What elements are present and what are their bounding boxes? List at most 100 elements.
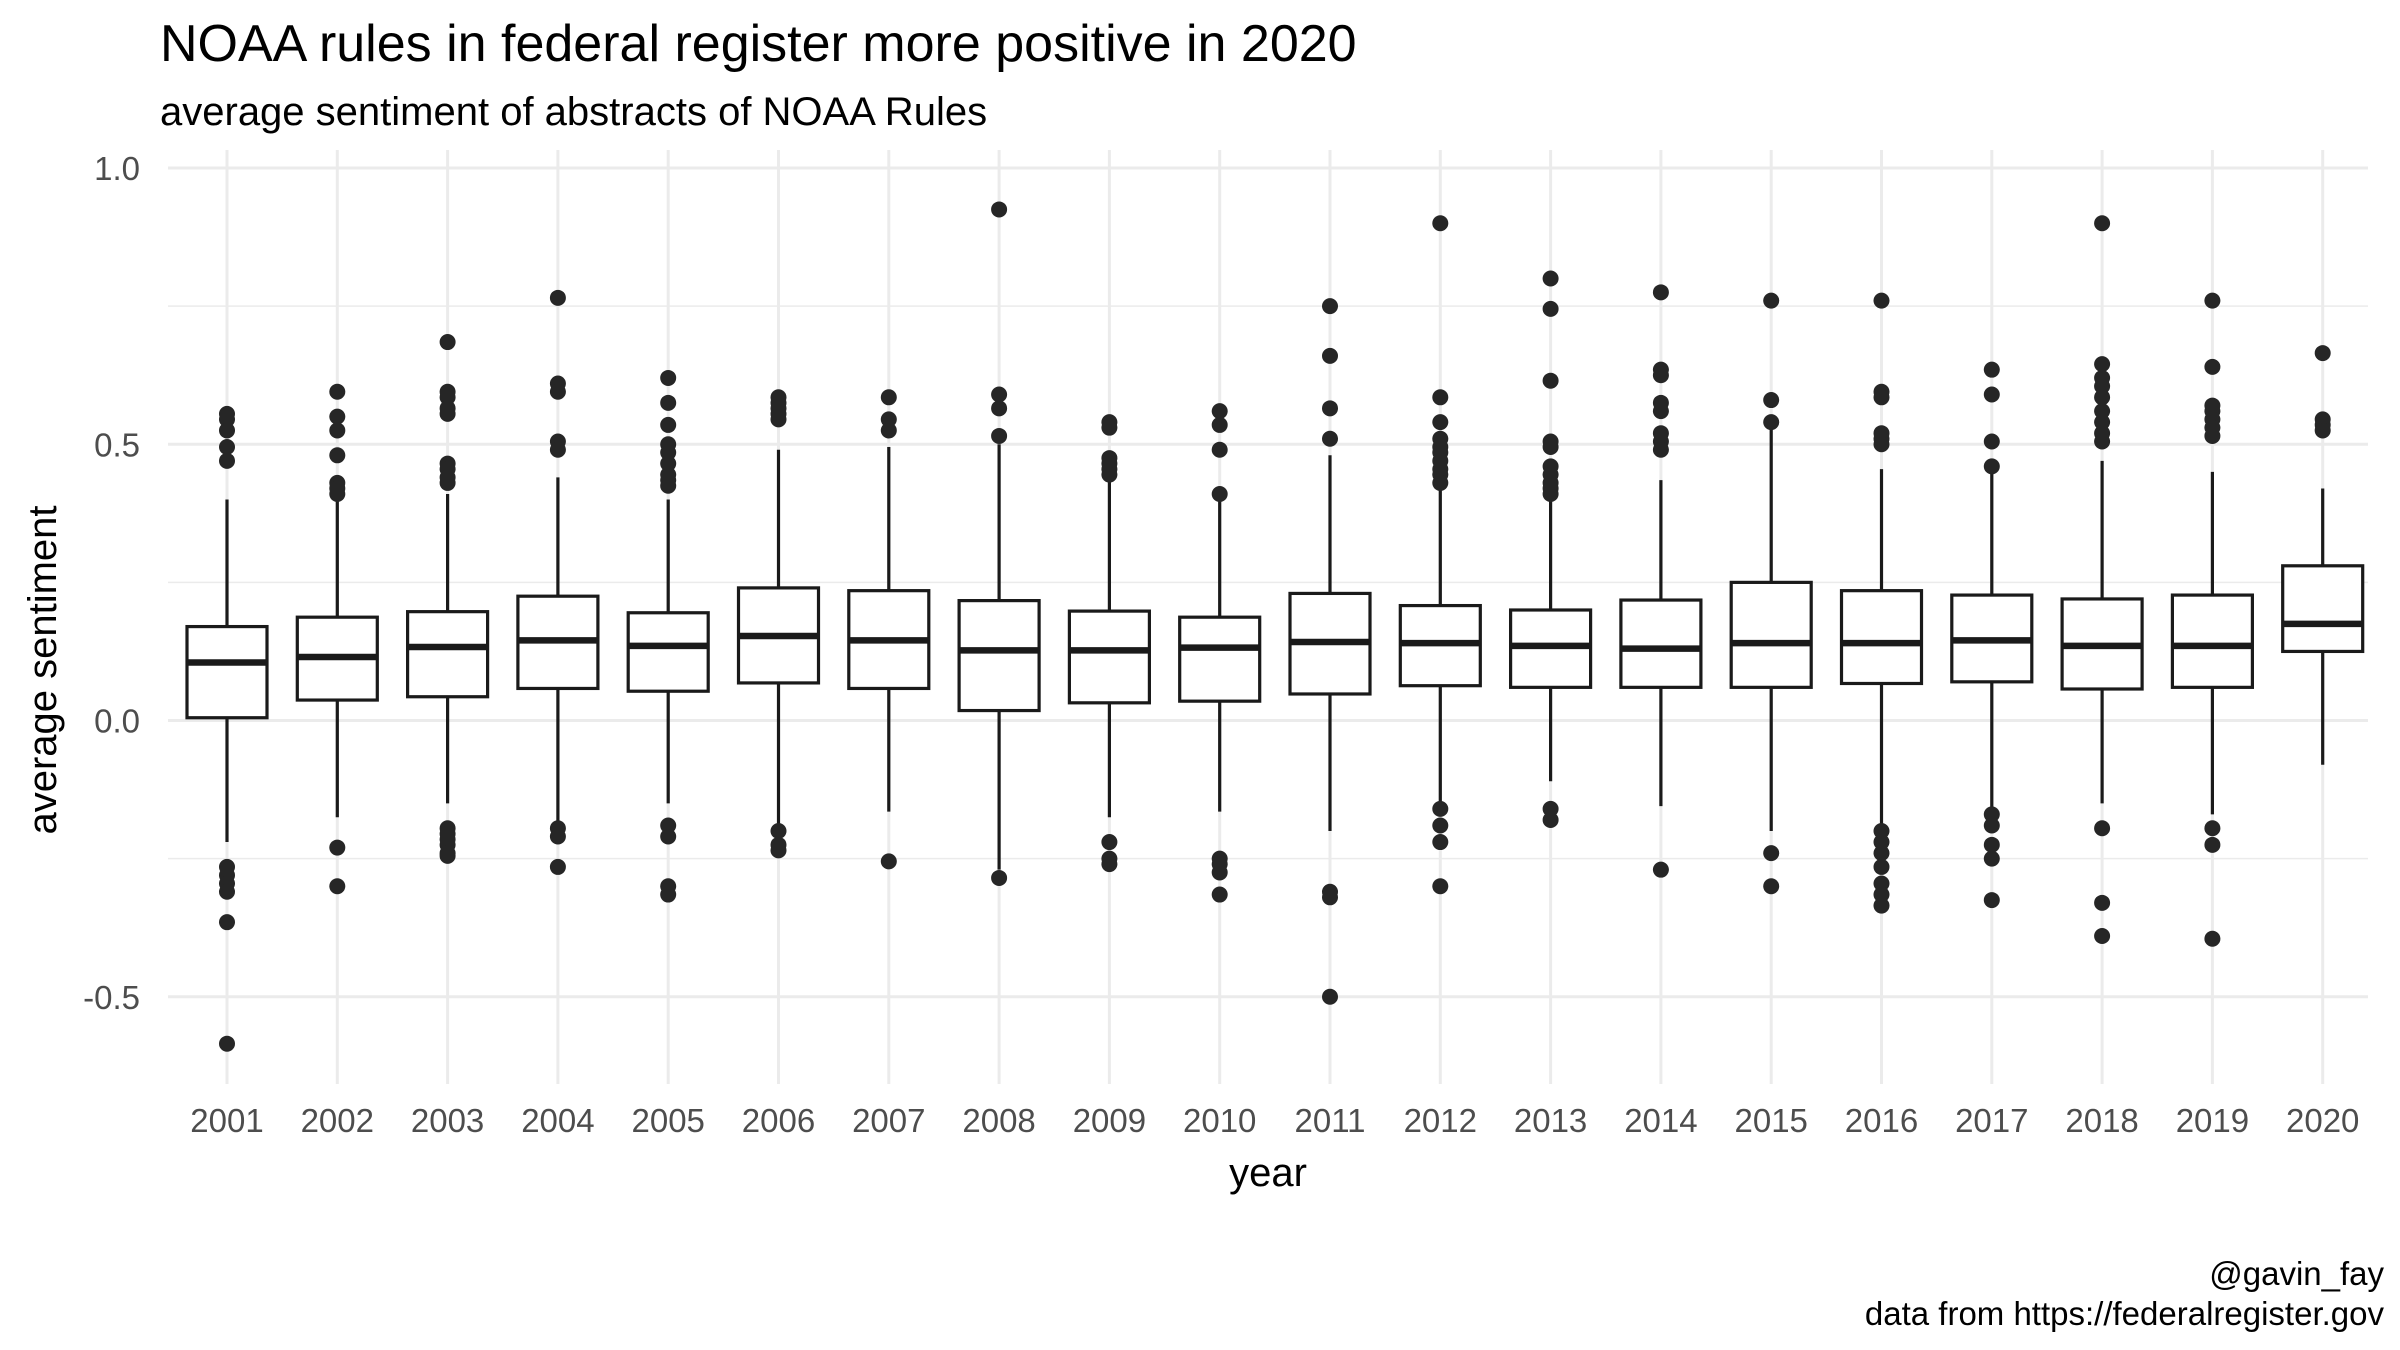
x-tick-label: 2009: [1073, 1102, 1146, 1139]
outlier-point: [219, 439, 235, 456]
iqr-box: [1178, 615, 1262, 703]
outlier-point: [2204, 427, 2221, 444]
outlier-point: [1763, 845, 1780, 862]
outlier-point: [329, 485, 346, 502]
outlier-point: [1983, 850, 2000, 867]
x-axis-label: year: [1229, 1151, 1307, 1195]
outlier-point: [1322, 298, 1338, 315]
grid-lines: [168, 150, 2368, 1084]
outlier-point: [2094, 894, 2111, 911]
outlier-point: [1983, 836, 2000, 853]
outlier-point: [660, 369, 677, 386]
outlier-point: [660, 828, 677, 845]
outlier-point: [1432, 817, 1449, 834]
outlier-point: [1432, 474, 1449, 491]
outlier-point: [1101, 419, 1118, 436]
box-2003: [406, 334, 490, 864]
x-tick-label: 2012: [1404, 1102, 1477, 1139]
outlier-point: [1873, 845, 1890, 862]
outlier-point: [1873, 436, 1890, 453]
outlier-point: [2204, 358, 2221, 375]
outlier-point: [329, 408, 346, 425]
y-axis-label: average sentiment: [21, 505, 65, 834]
outlier-point: [2094, 927, 2111, 944]
iqr-box: [1619, 598, 1703, 689]
box-2005: [626, 369, 710, 903]
outlier-point: [1983, 458, 2000, 475]
outlier-point: [991, 386, 1008, 403]
outlier-point: [1432, 414, 1449, 431]
x-tick-label: 2002: [301, 1102, 374, 1139]
iqr-box: [1729, 580, 1813, 689]
box-2001: [185, 405, 269, 1052]
x-tick-label: 2007: [852, 1102, 925, 1139]
outlier-point: [1873, 875, 1890, 892]
outlier-point: [219, 1035, 235, 1052]
box-2019: [2170, 292, 2254, 947]
x-tick-label: 2014: [1624, 1102, 1697, 1139]
outlier-point: [1542, 485, 1559, 502]
outlier-point: [1763, 878, 1780, 895]
iqr-box: [185, 624, 269, 720]
outlier-point: [880, 853, 897, 870]
outlier-point: [2204, 836, 2221, 853]
outlier-point: [1652, 861, 1669, 878]
box-2015: [1729, 292, 1813, 895]
outlier-point: [660, 886, 677, 903]
y-tick-label: 1.0: [94, 150, 140, 187]
iqr-box: [2170, 593, 2254, 689]
outlier-point: [1101, 466, 1118, 483]
outlier-point: [329, 383, 346, 400]
outlier-point: [1211, 441, 1228, 458]
x-tick-label: 2016: [1845, 1102, 1918, 1139]
outlier-point: [439, 474, 456, 491]
box-2007: [847, 389, 931, 870]
outlier-point: [1873, 389, 1890, 406]
outlier-point: [1542, 811, 1559, 828]
outlier-point: [991, 869, 1008, 886]
outlier-point: [1322, 988, 1338, 1005]
iqr-box: [1839, 589, 1924, 686]
outlier-point: [219, 452, 235, 469]
x-tick-label: 2018: [2065, 1102, 2138, 1139]
outlier-point: [329, 447, 346, 464]
outlier-point: [1322, 400, 1338, 417]
iqr-box: [626, 611, 710, 693]
outlier-point: [1432, 800, 1449, 817]
outlier-point: [2094, 356, 2111, 373]
outlier-point: [1652, 403, 1669, 420]
outlier-point: [439, 847, 456, 864]
outlier-point: [1542, 372, 1559, 389]
x-tick-label: 2019: [2176, 1102, 2249, 1139]
outlier-point: [1211, 485, 1228, 502]
outlier-point: [1101, 856, 1118, 873]
x-tick-label: 2004: [521, 1102, 594, 1139]
outlier-point: [219, 411, 235, 428]
outlier-point: [2094, 378, 2111, 395]
outlier-point: [1652, 284, 1669, 301]
chart-subtitle: average sentiment of abstracts of NOAA R…: [160, 90, 988, 134]
outlier-point: [219, 914, 235, 931]
outlier-point: [770, 823, 787, 839]
outlier-point: [329, 839, 346, 856]
iqr-box: [1067, 609, 1152, 705]
outlier-point: [2314, 345, 2331, 362]
x-tick-label: 2011: [1295, 1102, 1366, 1139]
outlier-point: [660, 477, 677, 494]
outlier-point: [770, 842, 787, 859]
x-tick-label: 2003: [411, 1102, 484, 1139]
outlier-point: [2314, 422, 2331, 439]
box-2012: [1398, 215, 1482, 895]
outlier-point: [660, 394, 677, 411]
outlier-point: [1542, 439, 1559, 456]
outlier-point: [1873, 897, 1890, 914]
x-tick-label: 2005: [631, 1102, 704, 1139]
outlier-point: [549, 828, 566, 845]
outlier-point: [1873, 886, 1890, 903]
outlier-point: [2094, 389, 2111, 406]
y-tick-label: 0.5: [94, 426, 140, 463]
box-2014: [1619, 284, 1703, 878]
x-tick-label: 2017: [1955, 1102, 2028, 1139]
outlier-point: [1983, 361, 2000, 378]
box-2009: [1067, 414, 1152, 873]
